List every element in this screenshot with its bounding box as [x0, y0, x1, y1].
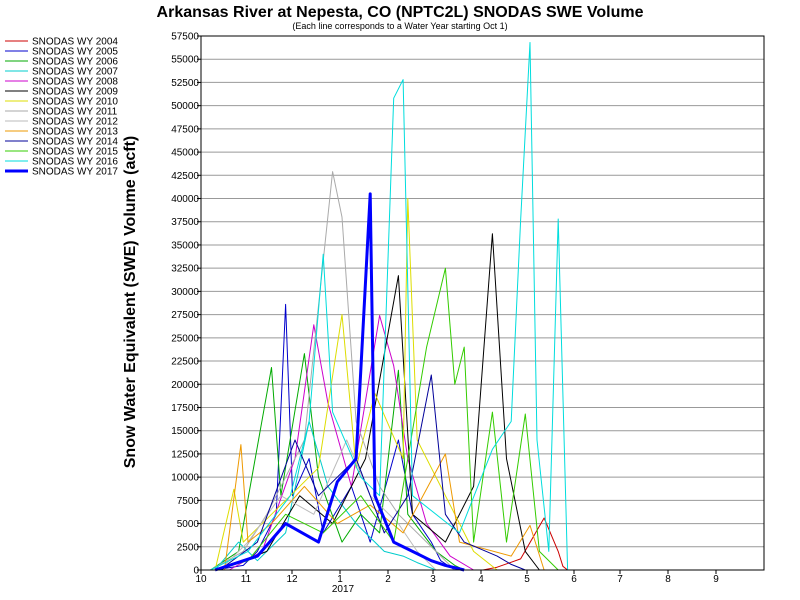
- x-tick-label: 2: [385, 574, 391, 585]
- y-tick-label: 50000: [171, 101, 199, 112]
- legend-label: SNODAS WY 2007: [32, 67, 118, 78]
- legend-label: SNODAS WY 2004: [32, 37, 118, 48]
- x-axis-year-label: 2017: [332, 584, 355, 595]
- x-tick-label: 10: [195, 574, 207, 585]
- legend-label: SNODAS WY 2016: [32, 157, 118, 168]
- y-tick-label: 32500: [171, 264, 199, 275]
- series-line: [210, 171, 456, 571]
- legend-label: SNODAS WY 2015: [32, 147, 118, 158]
- grid: [201, 35, 764, 571]
- y-tick-label: 15000: [171, 426, 199, 437]
- legend-label: SNODAS WY 2014: [32, 137, 118, 148]
- y-tick-label: 42500: [171, 171, 199, 182]
- y-tick-label: 27500: [171, 310, 199, 321]
- x-tick-label: 1: [337, 574, 343, 585]
- x-tick-label: 6: [571, 574, 577, 585]
- y-tick-label: 17500: [171, 403, 199, 414]
- x-tick-label: 5: [524, 574, 530, 585]
- y-tick-label: 35000: [171, 240, 199, 251]
- chart-title: Arkansas River at Nepesta, CO (NPTC2L) S…: [157, 4, 644, 21]
- y-tick-label: 25000: [171, 333, 199, 344]
- y-tick-label: 40000: [171, 194, 199, 205]
- series-line: [210, 42, 569, 571]
- x-tick-label: 7: [617, 574, 623, 585]
- x-tick-label: 4: [478, 574, 484, 585]
- y-tick-label: 0: [193, 566, 199, 577]
- chart-subtitle: (Each line corresponds to a Water Year s…: [292, 21, 507, 31]
- x-tick-label: 12: [286, 574, 298, 585]
- y-tick-label: 47500: [171, 124, 199, 135]
- y-tick-label: 2500: [177, 542, 200, 553]
- legend-label: SNODAS WY 2009: [32, 87, 118, 98]
- legend-label: SNODAS WY 2008: [32, 77, 118, 88]
- legend-label: SNODAS WY 2013: [32, 127, 118, 138]
- series-line: [214, 192, 465, 572]
- series-line: [482, 517, 568, 571]
- y-tick-label: 37500: [171, 217, 199, 228]
- y-tick-label: 10000: [171, 473, 199, 484]
- legend-label: SNODAS WY 2005: [32, 47, 118, 58]
- y-tick-label: 22500: [171, 357, 199, 368]
- series-lines: [210, 42, 569, 572]
- y-tick-label: 20000: [171, 380, 199, 391]
- y-tick-label: 30000: [171, 287, 199, 298]
- series-line: [219, 439, 437, 571]
- y-tick-label: 55000: [171, 55, 199, 66]
- series-line: [210, 353, 465, 571]
- x-tick-label: 11: [241, 574, 252, 585]
- legend-label: SNODAS WY 2011: [32, 107, 118, 118]
- series-line: [219, 374, 526, 571]
- plot-frame: [200, 35, 765, 571]
- legend-label: SNODAS WY 2006: [32, 57, 118, 68]
- y-tick-label: 45000: [171, 148, 199, 159]
- y-tick-label: 12500: [171, 449, 199, 460]
- legend-label: SNODAS WY 2012: [32, 117, 118, 128]
- legend-label: SNODAS WY 2010: [32, 97, 118, 108]
- y-tick-label: 5000: [177, 519, 200, 530]
- x-tick-label: 3: [430, 574, 436, 585]
- y-axis-label: Snow Water Equivalent (SWE) Volume (acft…: [122, 136, 139, 468]
- x-tick-label: 9: [713, 574, 719, 585]
- y-tick-label: 7500: [177, 496, 200, 507]
- y-tick-label: 57500: [171, 32, 199, 43]
- x-axis-ticks: 10 11 12 1 2 3 4 5 6 7 8 9: [195, 570, 719, 585]
- y-axis-ticks: 0 2500 5000 7500 10000 12500 15000 17500 20000 22…: [171, 32, 201, 577]
- y-tick-label: 52500: [171, 78, 199, 89]
- x-tick-label: 8: [665, 574, 671, 585]
- series-line: [214, 267, 559, 571]
- series-line: [224, 444, 545, 571]
- legend-label: SNODAS WY 2017: [32, 167, 118, 178]
